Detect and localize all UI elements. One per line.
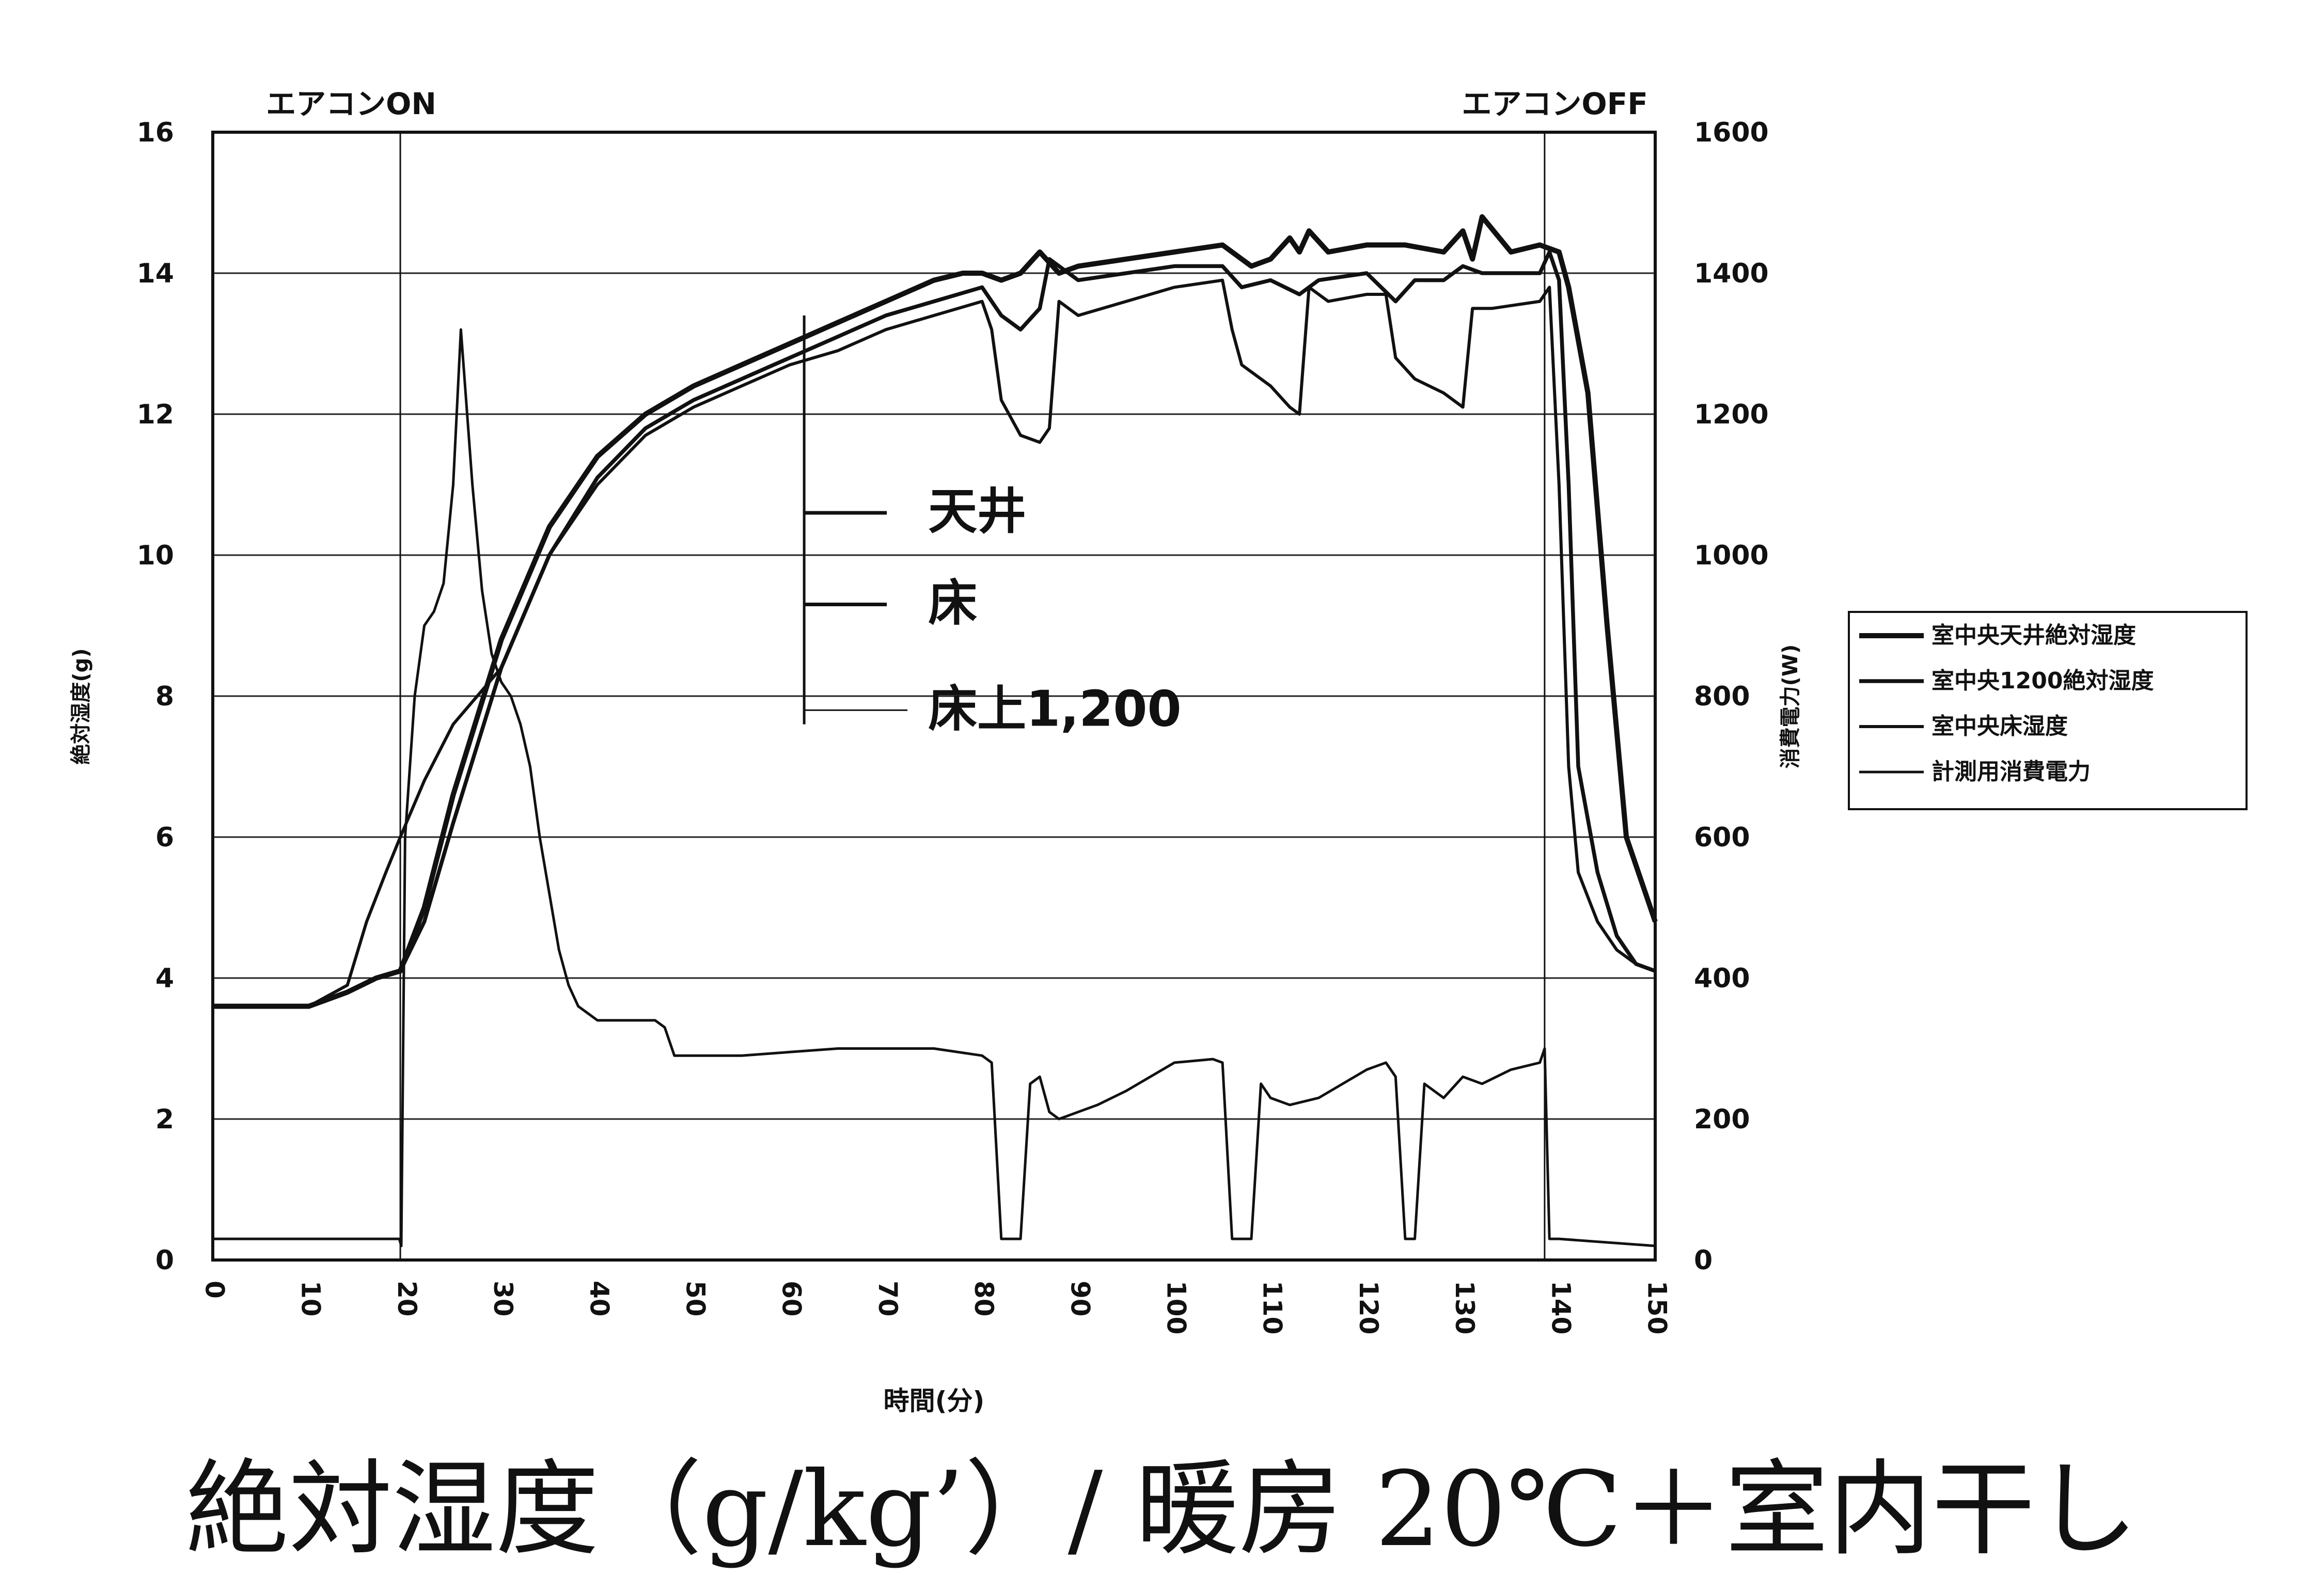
x-tick-label-12: 120 [1354,1281,1384,1334]
event-markers: エアコンON エアコンOFF [266,86,1648,1260]
legend-label-0: 室中央天井絶対湿度 [1932,622,2136,649]
x-tick-label-13: 130 [1450,1281,1480,1334]
annotation-label-1: 床 [928,575,977,632]
x-tick-label-4: 40 [584,1281,614,1317]
legend-label-1: 室中央1200絶対湿度 [1932,668,2154,694]
tick-labels: 0 10 20 30 40 50 60 70 80 90 100 110 120 130 140 150024… [137,117,1769,1334]
y-left-tick-label-7: 14 [137,258,174,289]
y-axis-left-label: 絶対湿度(g) [69,648,93,764]
y-left-tick-label-8: 16 [137,117,174,148]
y-right-tick-label-0: 0 [1694,1245,1713,1276]
x-axis-label: 時間(分) [884,1386,985,1416]
x-tick-label-14: 140 [1546,1281,1576,1334]
series-line-0 [213,214,1658,1009]
x-tick-label-11: 110 [1258,1281,1287,1334]
grid-lines [213,272,1655,1120]
legend-label-3: 計測用消費電力 [1932,759,2091,785]
y-right-tick-label-2: 400 [1694,963,1750,994]
y-left-tick-label-6: 12 [137,399,174,430]
y-left-tick-label-2: 4 [155,963,174,994]
legend-box [1848,611,2248,810]
x-tick-label-0: 0 [200,1281,230,1299]
y-right-tick-label-8: 1600 [1694,117,1769,148]
legend-label-2: 室中央床湿度 [1932,713,2068,739]
y-left-tick-label-3: 6 [155,822,174,853]
y-right-tick-label-6: 1200 [1694,399,1769,430]
series-line-3 [213,328,1656,1248]
event-marker-label-1: エアコンOFF [1462,86,1648,121]
y-left-tick-label-0: 0 [155,1245,174,1276]
event-marker-label-0: エアコンON [266,86,436,121]
annotation-label-0: 天井 [928,483,1026,540]
x-tick-label-9: 90 [1065,1281,1095,1317]
plot-frame [211,131,1657,1262]
y-right-tick-label-4: 800 [1694,681,1750,712]
x-tick-label-2: 20 [392,1281,422,1317]
annotation-label-2: 床上1,200 [928,681,1181,737]
x-tick-label-15: 150 [1642,1281,1672,1334]
x-tick-label-7: 70 [873,1281,903,1317]
x-tick-label-3: 30 [488,1281,518,1317]
y-right-tick-label-1: 200 [1694,1104,1750,1135]
series-line-2 [213,278,1656,1008]
y-right-tick-label-3: 600 [1694,822,1750,853]
y-left-tick-label-4: 8 [155,681,174,712]
x-tick-label-10: 100 [1161,1281,1191,1334]
x-tick-label-8: 80 [969,1281,999,1317]
y-left-tick-label-1: 2 [155,1104,174,1135]
y-right-tick-label-7: 1400 [1694,258,1769,289]
x-tick-label-1: 10 [296,1281,326,1317]
y-axis-right-label: 消費電力(W) [1779,644,1802,769]
y-right-tick-label-5: 1000 [1694,540,1769,571]
x-tick-label-6: 60 [777,1281,807,1317]
series-lines [213,214,1658,1248]
figure-caption: 絶対湿度（g/kg’）/ 暖房 20℃＋室内干し [185,1450,2139,1570]
x-tick-label-5: 50 [681,1281,711,1317]
y-left-tick-label-5: 10 [137,540,174,571]
series-line-1 [213,250,1656,1009]
